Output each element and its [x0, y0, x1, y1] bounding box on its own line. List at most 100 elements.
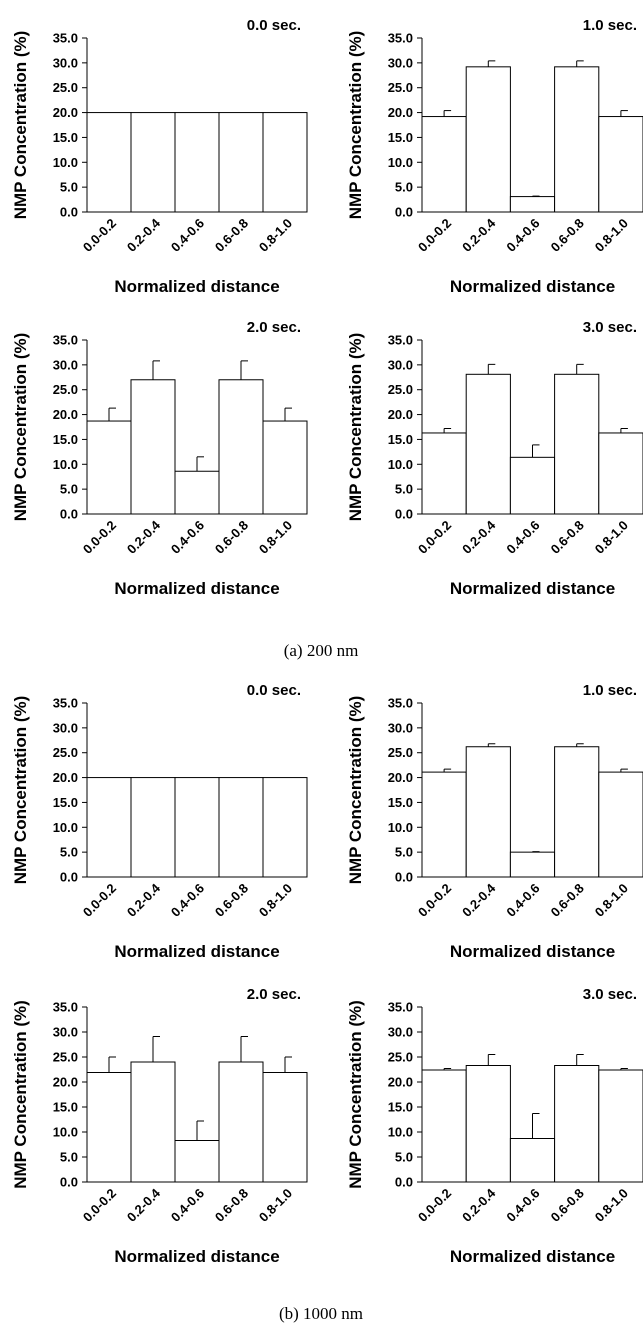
y-tick-label: 15.0: [388, 795, 413, 810]
bar: [174, 777, 220, 878]
x-axis-title: Normalized distance: [114, 942, 279, 961]
x-tick-label: 0.2-0.4: [124, 1185, 164, 1225]
y-axis-title: NMP Concentration (%): [346, 333, 365, 522]
bar: [421, 116, 467, 213]
x-tick-label: 0.4-0.6: [168, 216, 207, 255]
bar: [554, 66, 600, 213]
bar: [421, 1069, 467, 1183]
x-tick-label: 0.6-0.8: [212, 1186, 251, 1225]
x-tick-label: 0.2-0.4: [459, 517, 499, 557]
bar: [509, 196, 556, 213]
x-tick-label: 0.6-0.8: [212, 518, 251, 557]
bar: [218, 379, 264, 515]
x-tick-label: 0.4-0.6: [503, 881, 542, 920]
y-tick-label: 5.0: [395, 482, 413, 497]
y-tick-label: 0.0: [395, 507, 413, 522]
bar: [554, 1065, 600, 1183]
x-axis-title: Normalized distance: [450, 579, 615, 598]
y-tick-label: 20.0: [53, 105, 78, 120]
y-tick-label: 30.0: [388, 357, 413, 372]
y-tick-label: 25.0: [388, 745, 413, 760]
x-tick-label: 0.4-0.6: [168, 1186, 207, 1225]
y-tick-label: 35.0: [388, 696, 413, 711]
x-tick-label: 0.2-0.4: [124, 517, 164, 557]
x-tick-label: 0.2-0.4: [459, 1185, 499, 1225]
panel-title: 2.0 sec.: [247, 986, 301, 1003]
x-tick-label: 0.0-0.2: [415, 1186, 454, 1225]
bar: [509, 1138, 556, 1183]
y-tick-label: 15.0: [53, 1100, 78, 1115]
y-tick-label: 15.0: [53, 795, 78, 810]
x-tick-label: 0.2-0.4: [459, 880, 499, 920]
bar: [130, 379, 176, 515]
panel-title: 1.0 sec.: [583, 682, 637, 699]
y-tick-label: 15.0: [388, 432, 413, 447]
x-axis-title: Normalized distance: [450, 1247, 615, 1266]
y-tick-label: 10.0: [388, 457, 413, 472]
bar: [86, 112, 132, 213]
y-tick-label: 5.0: [395, 1150, 413, 1165]
bar: [86, 420, 132, 515]
y-tick-label: 0.0: [60, 1175, 78, 1190]
y-tick-label: 30.0: [388, 55, 413, 70]
bar: [130, 777, 176, 878]
bar-chart-panel: 0.0 5.0 10.0 15.0 20.0 25.0 30.0 35.0 0.0-0.2 0.2…: [11, 319, 308, 598]
bar-chart-panel: 0.0 5.0 10.0 15.0 20.0 25.0 30.0 35.0 0.0-0.2 0.2…: [11, 682, 308, 961]
panel-title: 0.0 sec.: [247, 17, 301, 34]
bar-chart-panel: 0.0 5.0 10.0 15.0 20.0 25.0 30.0 35.0 0.0-0.2 0.2…: [346, 319, 643, 598]
bar: [421, 771, 467, 878]
x-tick-label: 0.8-1.0: [256, 216, 295, 255]
x-tick-label: 0.8-1.0: [256, 518, 295, 557]
bar-chart-panel: 0.0 5.0 10.0 15.0 20.0 25.0 30.0 35.0 0.0-0.2 0.2…: [11, 986, 308, 1266]
y-axis-title: NMP Concentration (%): [346, 31, 365, 220]
bar: [598, 116, 643, 213]
y-axis-title: NMP Concentration (%): [11, 1000, 30, 1189]
y-tick-label: 35.0: [388, 1000, 413, 1015]
y-tick-label: 10.0: [53, 1125, 78, 1140]
bar: [509, 851, 556, 878]
bar: [598, 432, 643, 515]
panel-title: 2.0 sec.: [247, 319, 301, 336]
y-tick-label: 35.0: [53, 31, 78, 46]
x-tick-label: 0.0-0.2: [80, 216, 119, 255]
y-tick-label: 10.0: [53, 820, 78, 835]
bar: [262, 112, 308, 213]
x-tick-label: 0.8-1.0: [592, 1186, 631, 1225]
y-tick-label: 25.0: [53, 382, 78, 397]
y-tick-label: 20.0: [53, 407, 78, 422]
y-axis-title: NMP Concentration (%): [11, 696, 30, 885]
x-axis-title: Normalized distance: [114, 579, 279, 598]
panel-title: 0.0 sec.: [247, 682, 301, 699]
y-tick-label: 5.0: [395, 180, 413, 195]
y-tick-label: 0.0: [60, 870, 78, 885]
x-tick-label: 0.2-0.4: [459, 215, 499, 255]
x-tick-label: 0.4-0.6: [168, 881, 207, 920]
y-axis-title: NMP Concentration (%): [11, 31, 30, 220]
x-tick-label: 0.4-0.6: [503, 1186, 542, 1225]
y-tick-label: 10.0: [53, 457, 78, 472]
bar: [465, 373, 511, 515]
x-tick-label: 0.4-0.6: [503, 518, 542, 557]
x-tick-label: 0.8-1.0: [256, 881, 295, 920]
bar: [598, 1069, 643, 1183]
y-tick-label: 15.0: [53, 432, 78, 447]
bar: [465, 66, 511, 213]
x-tick-label: 0.4-0.6: [503, 216, 542, 255]
bar: [421, 432, 467, 515]
y-tick-label: 5.0: [60, 180, 78, 195]
x-tick-label: 0.6-0.8: [548, 1186, 587, 1225]
bar: [465, 746, 511, 878]
y-tick-label: 0.0: [395, 870, 413, 885]
x-tick-label: 0.6-0.8: [212, 881, 251, 920]
y-axis-title: NMP Concentration (%): [11, 333, 30, 522]
x-tick-label: 0.0-0.2: [80, 1186, 119, 1225]
x-tick-label: 0.8-1.0: [592, 881, 631, 920]
y-tick-label: 10.0: [53, 155, 78, 170]
bar-chart-panel: 0.0 5.0 10.0 15.0 20.0 25.0 30.0 35.0 0.0-0.2 0.2…: [11, 17, 308, 296]
y-tick-label: 30.0: [53, 55, 78, 70]
y-tick-label: 20.0: [388, 770, 413, 785]
bar: [509, 456, 556, 515]
y-tick-label: 20.0: [53, 770, 78, 785]
y-tick-label: 20.0: [388, 105, 413, 120]
